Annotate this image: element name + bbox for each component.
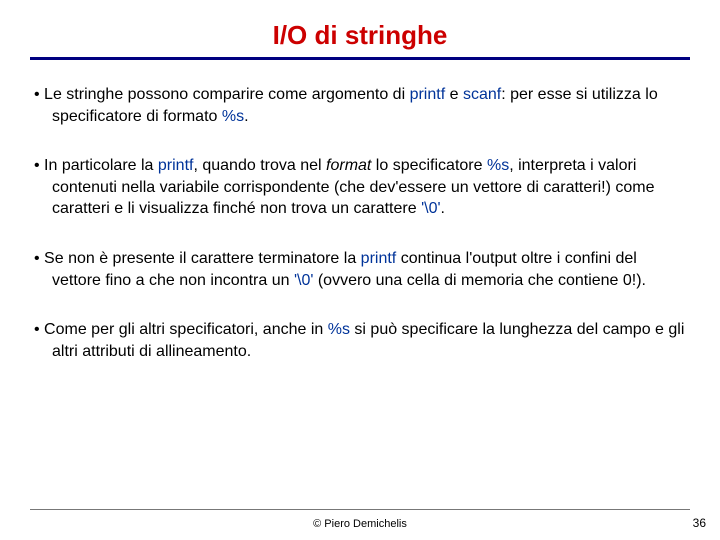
title-rule — [30, 57, 690, 60]
keyword: '\0' — [421, 200, 440, 217]
bullet-item: Le stringhe possono comparire come argom… — [34, 84, 690, 127]
italic-term: format — [326, 157, 371, 174]
keyword: printf — [361, 250, 397, 267]
bullet-item: Se non è presente il carattere terminato… — [34, 248, 690, 291]
keyword: scanf — [463, 86, 501, 103]
keyword: %s — [487, 157, 509, 174]
slide: I/O di stringhe Le stringhe possono comp… — [0, 0, 720, 540]
page-number: 36 — [693, 516, 706, 530]
keyword: '\0' — [294, 272, 313, 289]
bullet-item: In particolare la printf, quando trova n… — [34, 155, 690, 220]
slide-title: I/O di stringhe — [30, 20, 690, 51]
copyright-text: © Piero Demichelis — [0, 518, 720, 530]
keyword: printf — [410, 86, 446, 103]
footer-rule — [30, 509, 690, 510]
bullet-item: Come per gli altri specificatori, anche … — [34, 319, 690, 362]
keyword: %s — [328, 321, 350, 338]
bullet-list: Le stringhe possono comparire come argom… — [30, 84, 690, 362]
keyword: printf — [158, 157, 194, 174]
keyword: %s — [222, 108, 244, 125]
